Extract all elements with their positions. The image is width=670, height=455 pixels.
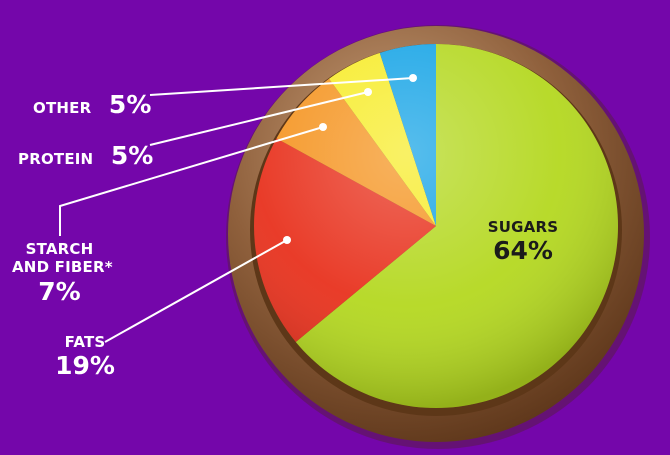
starch-name-line2: AND FIBER* (12, 258, 113, 276)
other-value: 5% (108, 90, 152, 119)
leader-dot-other (409, 74, 417, 82)
leader-line-protein (149, 91, 369, 146)
pie-shine (254, 44, 618, 408)
fats-name: FATS (64, 333, 106, 351)
slice-label-other: OTHER 5% (33, 92, 151, 117)
sugars-name: SUGARS (487, 218, 559, 236)
other-name: OTHER (33, 99, 92, 117)
leader-dot-fats (283, 236, 291, 244)
leader-dot-protein (364, 88, 372, 96)
slice-label-fats: FATS 19% (50, 333, 120, 380)
fats-value: 19% (55, 351, 115, 380)
slice-label-sugars: SUGARS 64% (486, 218, 560, 265)
slice-label-protein: PROTEIN 5% (18, 143, 153, 168)
slice-label-starch: STARCH AND FIBER* 7% (12, 240, 113, 306)
starch-name-line1: STARCH (25, 240, 94, 258)
protein-value: 5% (110, 141, 154, 170)
leader-dot-starch (319, 123, 327, 131)
protein-name: PROTEIN (18, 150, 94, 168)
sugars-value: 64% (493, 236, 553, 265)
leader-line-other (149, 77, 414, 96)
leader-line-starch (59, 126, 324, 236)
starch-value: 7% (38, 277, 81, 306)
leader-line-fats (104, 239, 288, 343)
